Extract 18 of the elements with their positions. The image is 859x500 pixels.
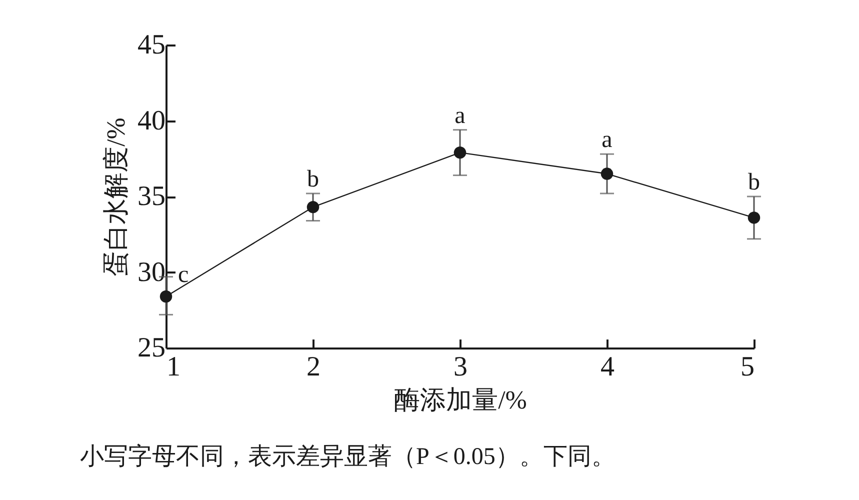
annotation: a [454, 102, 466, 129]
y-tick-label: 45 [138, 30, 166, 60]
y-tick-label: 35 [138, 181, 166, 212]
x-tick-label: 1 [166, 352, 180, 382]
annotation: a [602, 127, 613, 154]
x-axis-title: 酶添加量/% [394, 386, 527, 414]
x-tick-label: 4 [600, 352, 614, 382]
x-tick-label: 5 [740, 352, 754, 382]
y-axis-title: 蛋白水解度/% [102, 118, 130, 276]
annotation: b [748, 170, 760, 196]
x-tick-label: 2 [306, 352, 320, 382]
annotation: b [307, 166, 319, 192]
x-tick-label: 3 [454, 352, 468, 382]
annotation: c [178, 262, 189, 288]
y-tick-label: 30 [138, 256, 166, 288]
text: 小写字母不同，表示差异显著（P＜0.05）。下同。 [80, 442, 616, 472]
y-tick-label: 40 [138, 105, 166, 136]
y-tick-label: 25 [138, 332, 166, 364]
